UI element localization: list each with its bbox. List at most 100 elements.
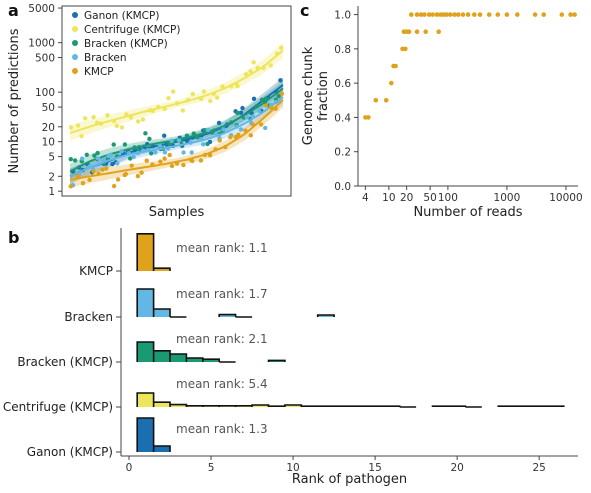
data-point	[572, 12, 577, 17]
data-point	[438, 12, 443, 17]
y-category-label: Bracken (KMCP)	[17, 355, 113, 369]
data-point	[91, 169, 96, 174]
panel-label-a: a	[8, 1, 19, 20]
x-tick-label: 0	[126, 462, 133, 474]
data-point	[236, 132, 241, 137]
histogram-bar	[219, 314, 236, 317]
data-point	[131, 154, 136, 160]
data-point	[189, 150, 194, 155]
y-tick-label: 0.6	[334, 78, 351, 90]
confidence-band	[70, 92, 283, 188]
trend-line	[69, 99, 284, 181]
data-point	[72, 158, 78, 163]
data-point	[162, 156, 167, 161]
data-point	[115, 177, 121, 182]
data-point	[251, 60, 256, 65]
data-point	[452, 12, 457, 17]
data-point	[181, 150, 186, 155]
data-point	[100, 167, 105, 172]
data-point	[135, 173, 141, 179]
data-point	[414, 29, 420, 34]
data-point	[403, 46, 408, 52]
x-tick-label: 20	[400, 192, 413, 204]
data-point	[235, 84, 240, 89]
confidence-band	[70, 42, 283, 141]
histogram-bar	[153, 446, 170, 452]
data-point	[263, 103, 268, 108]
y-tick-label: 50	[42, 102, 55, 114]
data-point	[423, 29, 429, 34]
histogram-bar	[137, 418, 154, 452]
histogram-bar	[284, 405, 302, 407]
confidence-band	[70, 89, 283, 184]
data-point	[268, 63, 273, 68]
data-point	[409, 12, 414, 17]
data-point	[486, 12, 492, 17]
histogram-bar	[252, 405, 269, 407]
data-point	[91, 114, 96, 120]
legend-label: KMCP	[84, 66, 114, 78]
data-point	[238, 110, 244, 115]
y-tick-label: 0.2	[334, 147, 351, 159]
data-point	[123, 171, 129, 177]
legend-label: Ganon (KMCP)	[84, 10, 159, 22]
data-point	[180, 108, 185, 113]
data-point	[278, 78, 283, 83]
data-point	[259, 97, 265, 102]
data-point	[228, 134, 233, 140]
y-tick-label: 1.0	[334, 10, 351, 22]
y-axis-title-line1: Genome chunk	[301, 46, 316, 145]
data-point	[221, 127, 226, 132]
histogram-outline	[136, 392, 565, 408]
data-point	[426, 12, 432, 17]
data-point	[532, 12, 538, 17]
panel-label-b: b	[8, 228, 19, 247]
data-point	[472, 12, 477, 17]
data-point	[568, 12, 573, 17]
y-axis-title-line2: fraction	[316, 71, 331, 121]
data-point	[190, 91, 195, 97]
data-point	[166, 96, 171, 101]
data-point	[373, 98, 379, 103]
legend-marker	[72, 40, 78, 46]
data-point	[139, 170, 144, 175]
y-category-label: Centrifuge (KMCP)	[3, 400, 113, 414]
data-point	[248, 69, 253, 74]
data-point	[477, 12, 483, 17]
data-point	[436, 29, 442, 34]
data-point	[143, 131, 148, 136]
y-category-label: Ganon (KMCP)	[27, 445, 113, 459]
x-tick-label: 10	[286, 462, 299, 474]
y-tick-label: 500	[35, 53, 55, 65]
data-point	[75, 123, 81, 128]
data-point	[79, 156, 85, 161]
data-point	[422, 12, 427, 17]
histogram-outline	[136, 233, 171, 271]
histogram-bar	[170, 354, 187, 362]
data-point	[114, 123, 120, 128]
data-point	[169, 163, 175, 169]
confidence-band	[70, 77, 283, 184]
data-point	[110, 161, 115, 167]
x-tick-label: 10000	[549, 192, 582, 204]
data-point	[119, 125, 125, 130]
data-point	[122, 142, 128, 147]
mean-rank-label: mean rank: 2.1	[176, 332, 268, 346]
data-point	[84, 152, 90, 157]
data-point	[101, 157, 106, 162]
data-point	[414, 12, 420, 17]
data-point	[208, 98, 213, 104]
data-point	[135, 119, 141, 124]
mean-rank-label: mean rank: 1.3	[176, 422, 268, 436]
legend-marker	[72, 12, 78, 18]
x-axis-title: Rank of pathogen	[292, 472, 407, 487]
data-point	[456, 12, 461, 17]
data-point	[167, 152, 172, 158]
y-tick-label: 0.8	[334, 44, 351, 56]
data-point	[240, 105, 245, 111]
data-point	[448, 12, 453, 17]
data-point	[105, 113, 110, 118]
data-point	[104, 166, 109, 171]
x-axis-title: Samples	[149, 205, 205, 220]
